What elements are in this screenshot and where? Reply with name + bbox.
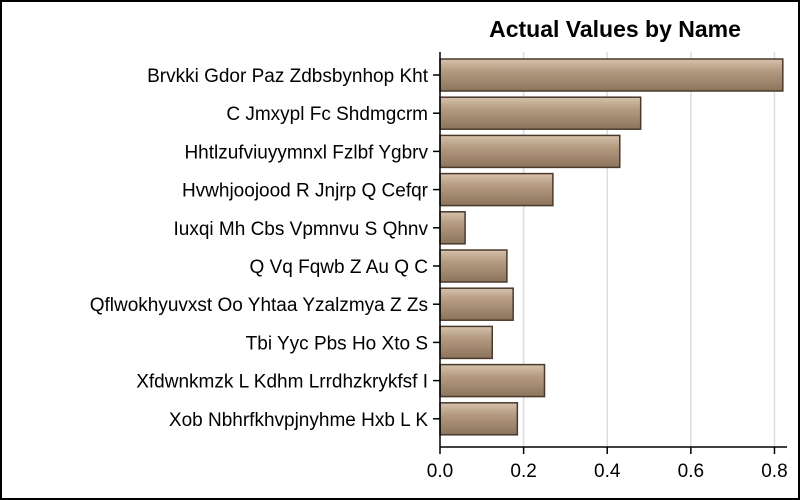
bar — [439, 363, 546, 398]
x-tick-label: 0.0 — [427, 461, 453, 482]
x-tick-label: 0.2 — [510, 461, 536, 482]
chart-title: Actual Values by Name — [489, 16, 741, 42]
category-label: C Jmxypl Fc Shdmgcrm — [226, 104, 428, 125]
bar — [439, 134, 621, 169]
category-label: Hvwhjoojood R Jnjrp Q Cefqr — [182, 181, 429, 202]
x-tick-label: 0.6 — [678, 461, 704, 482]
x-tick-label: 0.8 — [761, 461, 787, 482]
bar — [439, 211, 466, 245]
category-label: Xob Nbhrfkhvpjnyhme Hxb L K — [169, 410, 428, 431]
category-label: Xfdwnkmzk L Kdhm Lrrdhzkrykfsf I — [136, 372, 428, 393]
bar — [439, 172, 554, 207]
category-label: Q Vq Fqwb Z Au Q C — [250, 257, 428, 278]
category-label: Qflwokhyuvxst Oo Yhtaa Yzalzmya Z Zs — [90, 295, 428, 316]
bar — [439, 325, 494, 360]
bars — [439, 58, 784, 436]
y-ticks: Brvkki Gdor Paz Zdbsbynhop Kht C Jmxypl F… — [90, 66, 440, 431]
bar — [439, 249, 508, 283]
bar — [439, 96, 642, 130]
bar — [439, 402, 519, 436]
category-label: Tbi Yyc Pbs Ho Xto S — [246, 333, 428, 354]
x-ticks: 0.0 0.2 0.4 0.6 0.8 — [427, 447, 788, 482]
x-tick-label: 0.4 — [594, 461, 621, 482]
category-label: Brvkki Gdor Paz Zdbsbynhop Kht — [147, 66, 429, 87]
bar — [439, 287, 514, 321]
bar — [439, 58, 784, 92]
category-label: Hhtlzufviuyymnxl Fzlbf Ygbrv — [184, 142, 428, 163]
category-label: Iuxqi Mh Cbs Vpmnvu S Qhnv — [174, 219, 429, 240]
